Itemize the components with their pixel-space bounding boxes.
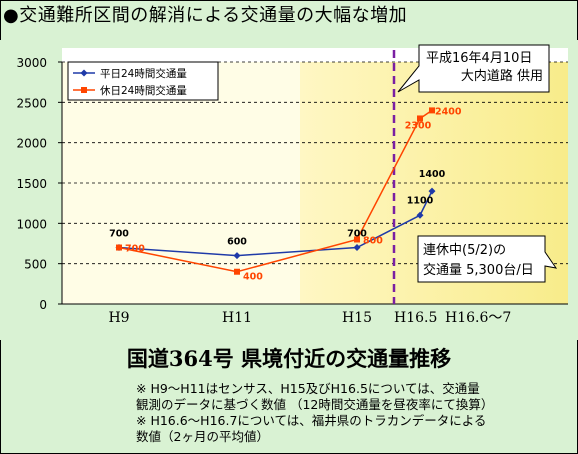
x-tick-label: H16.5	[394, 310, 437, 326]
footnotes: ※ H9〜H11はセンサス、H15及びH16.5については、交通量 観測のデータ…	[136, 381, 572, 445]
footnote-line-1: ※ H9〜H11はセンサス、H15及びH16.5については、交通量	[136, 381, 480, 396]
legend: 平日24時間交通量 休日24時間交通量	[67, 61, 219, 101]
annotation-opening-line-1: 平成16年4月10日	[426, 51, 532, 66]
data-label-holiday: 400	[243, 272, 263, 283]
legend-marker-weekday	[80, 69, 88, 77]
footnote-line-4: 数値（2ヶ月の平均値）	[136, 429, 269, 444]
annotation-holiday-line-1: 連休中(5/2)の	[423, 243, 506, 258]
series-layer	[115, 107, 436, 275]
chart-title: 国道364号 県境付近の交通量推移	[126, 346, 452, 371]
data-label-holiday: 2300	[405, 120, 432, 131]
point-holiday	[354, 236, 360, 243]
annotation-opening-line-2: 大内道路 供用	[461, 68, 543, 84]
page-heading: ●交通難所区間の解消による交通量の大幅な増加	[3, 5, 408, 26]
legend-label-weekday: 平日24時間交通量	[100, 67, 187, 80]
chart: 0 500 1000 1500 2000 2500 3000 H9 H11 H15 H16.5 H1…	[16, 44, 568, 326]
legend-label-holiday: 休日24時間交通量	[100, 84, 187, 97]
point-weekday	[416, 211, 424, 219]
legend-marker-holiday	[81, 87, 87, 93]
point-holiday	[116, 244, 122, 251]
point-weekday	[233, 252, 241, 260]
annotation-opening: 平成16年4月10日 大内道路 供用	[397, 44, 550, 93]
data-label-holiday: 800	[363, 235, 383, 246]
y-tick-label: 1500	[16, 177, 47, 191]
annotation-holiday-callout	[417, 235, 558, 283]
point-weekday	[428, 187, 436, 195]
x-tick-label: H11	[222, 310, 252, 326]
data-label-holiday: 2400	[435, 106, 462, 117]
y-tick-label: 2000	[16, 137, 47, 151]
data-label-weekday: 1400	[419, 169, 446, 180]
point-holiday	[429, 107, 435, 114]
point-holiday	[234, 268, 240, 275]
point-weekday	[353, 244, 361, 252]
x-axis-ticks: H9 H11 H15 H16.5 H16.6〜7	[108, 310, 511, 326]
point-holiday	[417, 115, 423, 122]
data-label-weekday: 700	[347, 229, 367, 240]
data-label-holiday: 700	[125, 244, 145, 255]
x-tick-label: H15	[342, 310, 372, 326]
x-tick-label: H9	[108, 310, 129, 326]
y-tick-label: 3000	[16, 56, 47, 70]
data-label-weekday: 700	[109, 229, 129, 240]
annotation-holiday-line-2: 交通量 5,300台/日	[423, 262, 534, 278]
y-axis-ticks: 0 500 1000 1500 2000 2500 3000	[16, 56, 62, 312]
annotation-opening-callout	[397, 44, 550, 93]
footnote-line-2: 観測のデータに基づく数値 （12時間交通量を昼夜率にて換算）	[136, 397, 494, 412]
y-tick-label: 0	[39, 298, 47, 312]
data-label-weekday: 600	[227, 237, 247, 248]
legend-box	[67, 61, 219, 101]
y-tick-label: 2500	[16, 96, 47, 110]
annotation-holiday-traffic: 連休中(5/2)の 交通量 5,300台/日	[417, 235, 558, 283]
y-tick-label: 500	[24, 258, 47, 272]
footnote-line-3: ※ H16.6〜H16.7については、福井県のトラカンデータによる	[136, 413, 487, 428]
x-tick-label: H16.6〜7	[445, 310, 511, 326]
data-label-weekday: 1100	[407, 195, 434, 206]
y-tick-label: 1000	[16, 217, 47, 231]
